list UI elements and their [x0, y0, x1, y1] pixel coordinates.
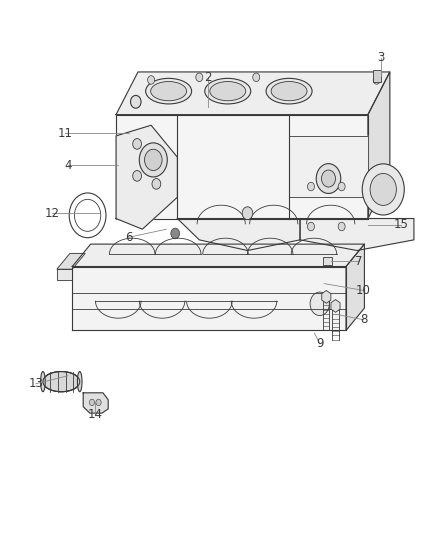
Bar — [373, 70, 381, 82]
Text: 14: 14 — [88, 408, 103, 421]
Circle shape — [145, 149, 162, 171]
Circle shape — [133, 171, 141, 181]
Ellipse shape — [205, 78, 251, 104]
Polygon shape — [368, 72, 390, 219]
Circle shape — [196, 73, 203, 82]
Text: 4: 4 — [64, 159, 72, 172]
Polygon shape — [116, 115, 368, 219]
Text: 2: 2 — [204, 71, 212, 84]
Circle shape — [338, 182, 345, 191]
Text: 3: 3 — [378, 51, 385, 64]
Circle shape — [253, 73, 260, 82]
Circle shape — [148, 76, 155, 84]
Polygon shape — [83, 393, 108, 413]
Bar — [323, 257, 332, 265]
Polygon shape — [116, 72, 390, 115]
Text: 6: 6 — [125, 231, 133, 244]
Circle shape — [373, 76, 380, 84]
Text: 12: 12 — [44, 207, 59, 220]
Polygon shape — [57, 254, 85, 269]
Circle shape — [370, 173, 396, 205]
Circle shape — [96, 399, 101, 406]
Text: 10: 10 — [356, 284, 371, 297]
Polygon shape — [346, 244, 364, 330]
Text: 15: 15 — [393, 219, 408, 231]
Ellipse shape — [210, 82, 246, 101]
Ellipse shape — [43, 372, 80, 392]
Circle shape — [307, 182, 314, 191]
Ellipse shape — [78, 372, 82, 392]
Circle shape — [338, 222, 345, 231]
Circle shape — [321, 170, 336, 187]
Text: 9: 9 — [316, 337, 324, 350]
Circle shape — [139, 143, 167, 177]
Text: 7: 7 — [355, 255, 363, 268]
Text: 11: 11 — [57, 127, 72, 140]
Circle shape — [307, 222, 314, 231]
Polygon shape — [289, 136, 368, 197]
Polygon shape — [116, 125, 177, 229]
Circle shape — [131, 95, 141, 108]
Circle shape — [89, 399, 95, 406]
Text: 8: 8 — [360, 313, 367, 326]
Polygon shape — [177, 219, 300, 251]
Polygon shape — [300, 219, 414, 251]
Polygon shape — [72, 266, 346, 330]
Circle shape — [310, 292, 329, 316]
Polygon shape — [57, 269, 72, 280]
Circle shape — [362, 164, 404, 215]
Circle shape — [152, 179, 161, 189]
Text: 13: 13 — [28, 377, 43, 390]
Circle shape — [316, 164, 341, 193]
Ellipse shape — [41, 372, 45, 392]
Ellipse shape — [266, 78, 312, 104]
Circle shape — [133, 139, 141, 149]
Ellipse shape — [151, 82, 187, 101]
Ellipse shape — [145, 78, 192, 104]
Circle shape — [171, 228, 180, 239]
Polygon shape — [72, 244, 364, 266]
Circle shape — [242, 207, 253, 220]
Ellipse shape — [271, 82, 307, 101]
Ellipse shape — [43, 372, 80, 392]
